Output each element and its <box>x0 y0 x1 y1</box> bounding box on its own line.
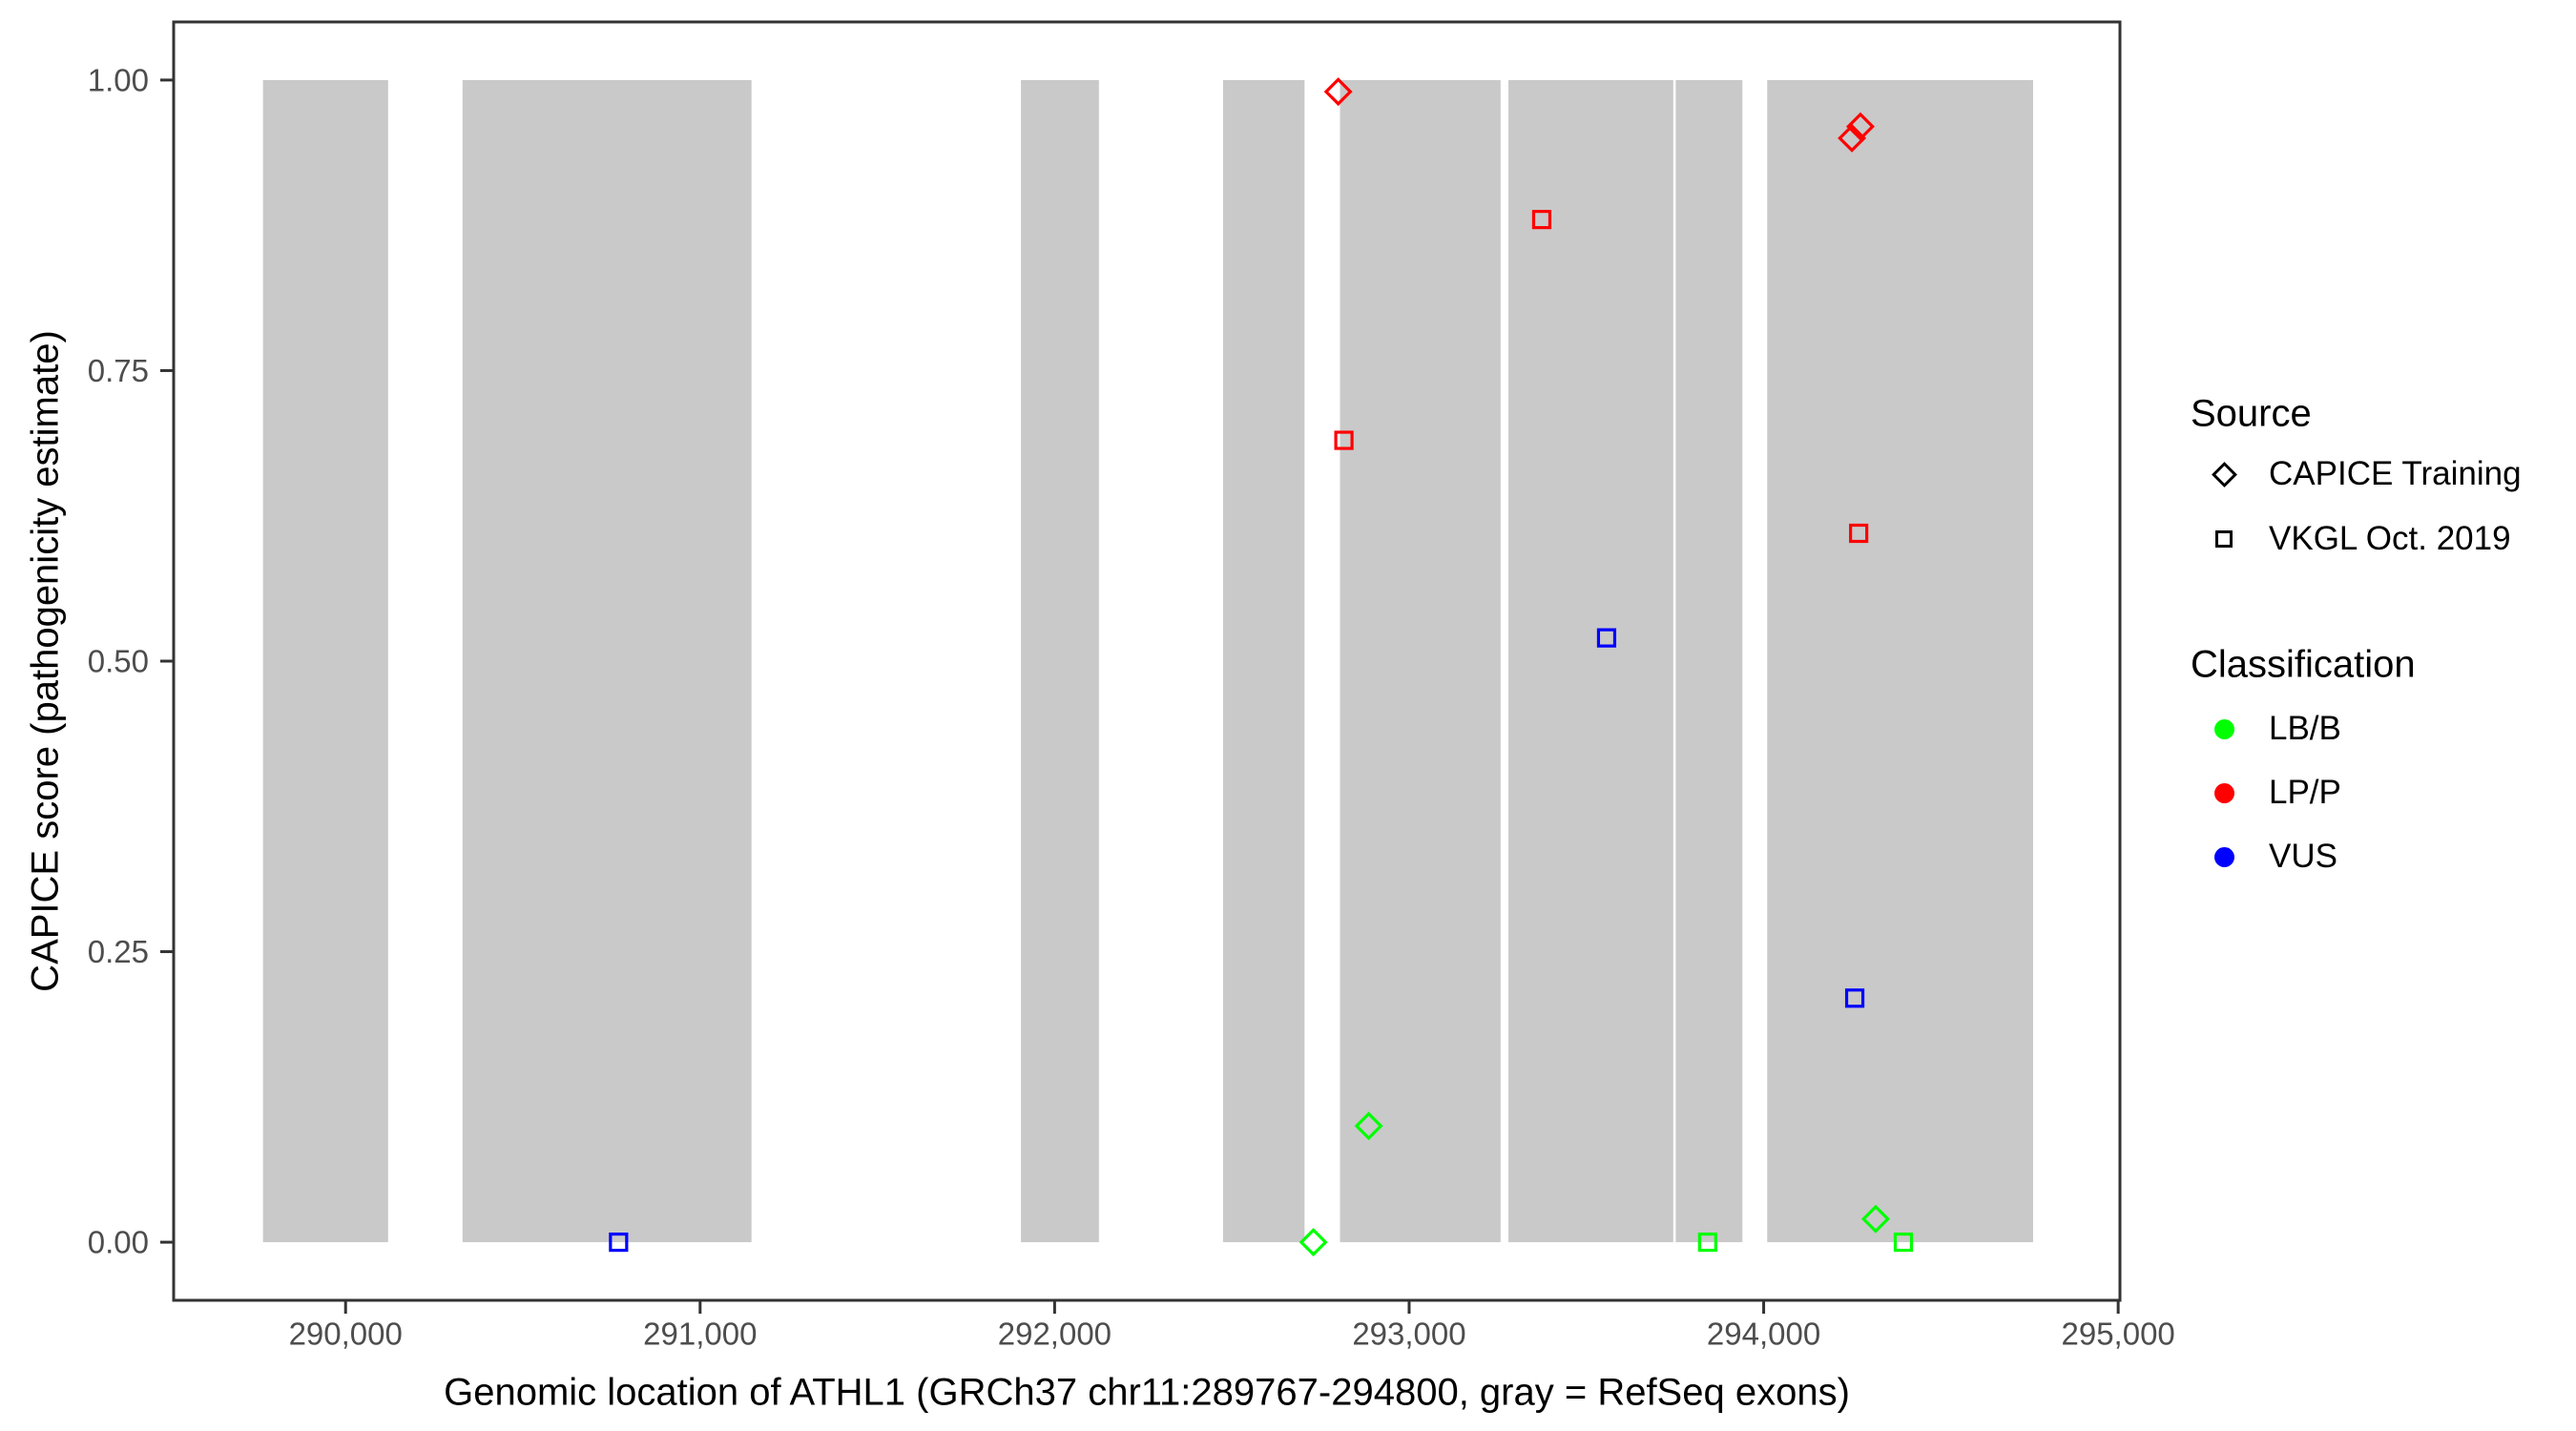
x-tick-label: 291,000 <box>643 1317 757 1352</box>
x-tick-label: 292,000 <box>998 1317 1111 1352</box>
exon-bar <box>462 79 752 1243</box>
y-tick-label: 0.50 <box>88 644 149 679</box>
legend-item-source: CAPICE Training <box>2191 455 2522 493</box>
exon-bar <box>1340 79 1501 1243</box>
exon-bar <box>262 79 388 1243</box>
y-tick-label: 1.00 <box>88 62 149 97</box>
y-axis-title: CAPICE score (pathogenicity estimate) <box>24 330 67 992</box>
diamond-key-icon <box>2211 461 2237 487</box>
legend: Source CAPICE Training VKGL Oct. 2019 Class… <box>2191 0 2576 1431</box>
data-point-square <box>1893 1232 1914 1253</box>
y-tick-label: 0.25 <box>88 934 149 969</box>
y-tick-label: 0.75 <box>88 353 149 388</box>
legend-item-source: VKGL Oct. 2019 <box>2191 520 2511 558</box>
legend-key <box>2191 718 2257 739</box>
data-point-square <box>1697 1232 1717 1253</box>
color-dot-icon <box>2213 718 2234 739</box>
legend-item-label: VKGL Oct. 2019 <box>2269 520 2511 557</box>
data-point-square <box>1844 988 1865 1008</box>
x-axis-title: Genomic location of ATHL1 (GRCh37 chr11:… <box>444 1371 1850 1414</box>
color-dot-icon <box>2213 782 2234 803</box>
data-point-diamond <box>1323 77 1353 107</box>
exon-bar <box>1222 79 1305 1243</box>
x-tick-label: 294,000 <box>1707 1317 1820 1352</box>
legend-item-label: CAPICE Training <box>2269 455 2522 492</box>
data-point-diamond <box>1298 1228 1328 1257</box>
data-point-square <box>1596 628 1617 648</box>
exon-bar <box>1767 79 2033 1243</box>
exon-bar <box>1021 79 1099 1243</box>
data-point-square <box>1531 209 1552 230</box>
legend-title-source: Source <box>2191 392 2312 435</box>
legend-item-label: LB/B <box>2269 710 2341 747</box>
square-key-icon <box>2215 530 2233 548</box>
x-tick-label: 290,000 <box>289 1317 403 1352</box>
legend-item-classification: LP/P <box>2191 774 2341 812</box>
legend-item-classification: LB/B <box>2191 710 2341 748</box>
data-point-square <box>1334 430 1354 450</box>
legend-key <box>2191 846 2257 867</box>
x-tick-label: 295,000 <box>2061 1317 2174 1352</box>
data-point-diamond <box>1354 1111 1383 1141</box>
data-point-square <box>1849 523 1869 544</box>
data-point-diamond <box>1838 123 1867 153</box>
legend-item-classification: VUS <box>2191 838 2337 876</box>
exon-bar <box>1675 79 1743 1243</box>
data-point-square <box>609 1232 629 1253</box>
legend-key <box>2191 782 2257 803</box>
legend-key <box>2191 530 2257 548</box>
y-tick-label: 0.00 <box>88 1225 149 1260</box>
data-point-diamond <box>1846 112 1875 141</box>
x-tick-label: 293,000 <box>1352 1317 1465 1352</box>
legend-item-label: LP/P <box>2269 774 2341 811</box>
color-dot-icon <box>2213 846 2234 867</box>
panel-border <box>172 20 2122 1302</box>
exon-bar <box>1508 79 1673 1243</box>
legend-item-label: VUS <box>2269 838 2337 875</box>
legend-key <box>2191 461 2257 487</box>
data-point-diamond <box>1860 1204 1890 1234</box>
legend-title-classification: Classification <box>2191 643 2416 686</box>
